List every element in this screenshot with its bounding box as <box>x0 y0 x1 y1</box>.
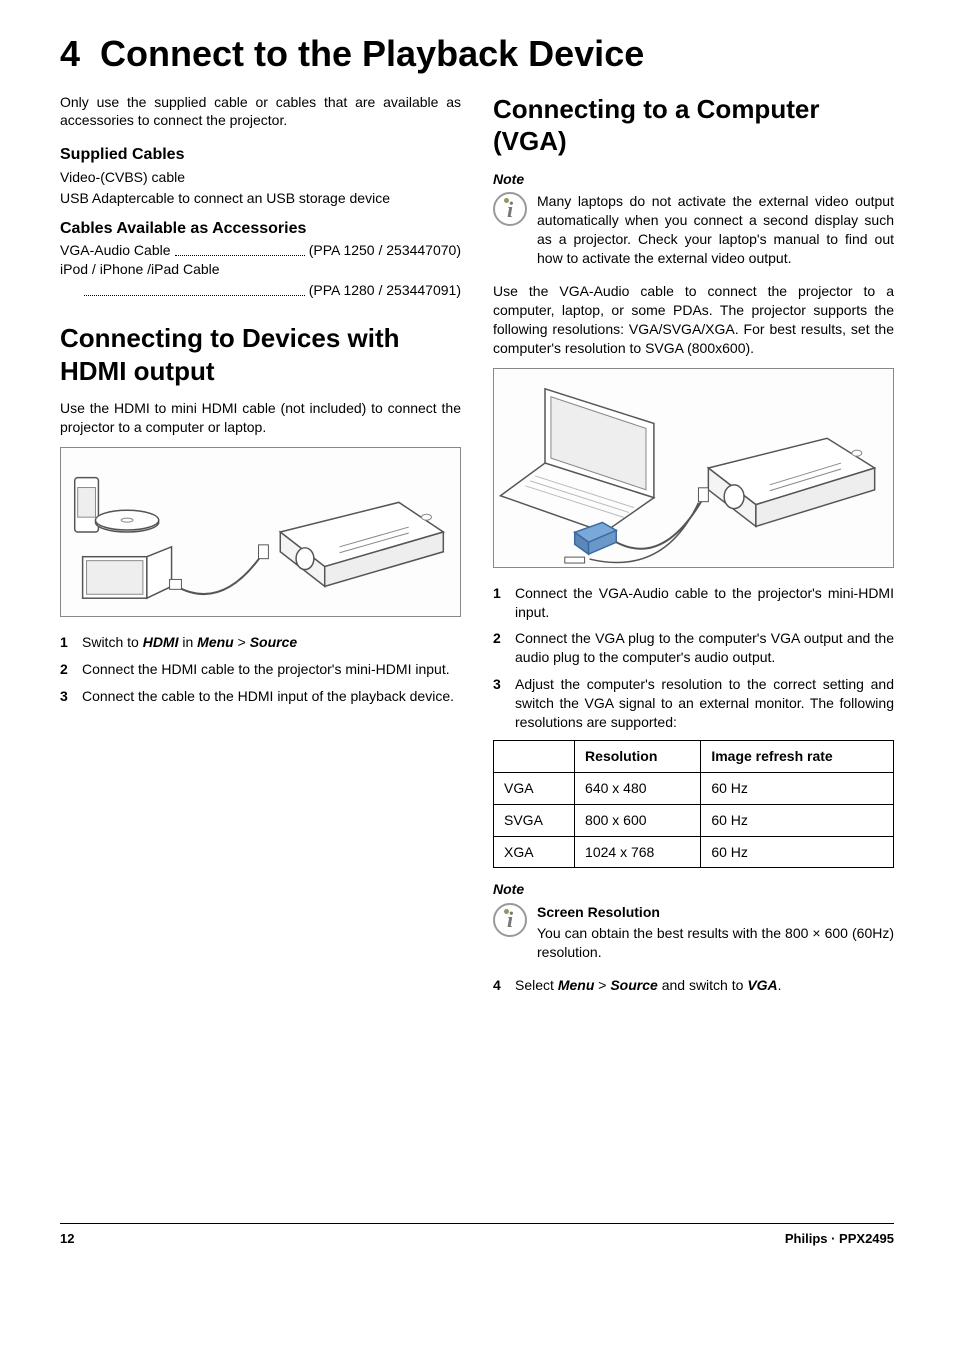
note-box-2: i Screen Resolution You can obtain the b… <box>493 903 894 962</box>
cell: 1024 x 768 <box>575 836 701 868</box>
supplied-line-1: Video-(CVBS) cable <box>60 168 461 187</box>
hdmi-connection-figure <box>60 447 461 617</box>
brand-text: Philips · PPX2495 <box>785 1231 894 1246</box>
accessory-2-name: iPod / iPhone /iPad Cable <box>60 260 461 279</box>
step-body: Connect the VGA plug to the computer's V… <box>515 629 894 667</box>
col-resolution: Resolution <box>575 740 701 772</box>
indent-spacer <box>60 281 80 300</box>
cell: 800 x 600 <box>575 804 701 836</box>
supplied-line-2: USB Adaptercable to connect an USB stora… <box>60 189 461 208</box>
col-blank <box>494 740 575 772</box>
cell: 60 Hz <box>701 836 894 868</box>
step-bold: Menu <box>197 634 234 650</box>
cell: SVGA <box>494 804 575 836</box>
step-body: Select Menu > Source and switch to VGA. <box>515 976 894 995</box>
info-icon: i <box>493 903 527 937</box>
vga-step-2: 2 Connect the VGA plug to the computer's… <box>493 629 894 667</box>
dot-leader <box>175 241 305 256</box>
accessory-row-1: VGA-Audio Cable (PPA 1250 / 253447070) <box>60 241 461 260</box>
step-text: Select <box>515 977 558 993</box>
page-number: 12 <box>60 1230 74 1248</box>
step-number: 3 <box>493 675 515 732</box>
note-label-2: Note <box>493 880 894 899</box>
accessory-2-code: (PPA 1280 / 253447091) <box>309 281 461 300</box>
hdmi-step-1: 1 Switch to HDMI in Menu > Source <box>60 633 461 652</box>
note-box-1: i Many laptops do not activate the exter… <box>493 192 894 268</box>
hdmi-heading: Connecting to Devices with HDMI output <box>60 322 461 387</box>
vga-connection-figure <box>493 368 894 568</box>
step-body: Adjust the computer's resolution to the … <box>515 675 894 732</box>
table-row: SVGA 800 x 600 60 Hz <box>494 804 894 836</box>
col-refresh: Image refresh rate <box>701 740 894 772</box>
table-header-row: Resolution Image refresh rate <box>494 740 894 772</box>
hdmi-steps: 1 Switch to HDMI in Menu > Source 2 Conn… <box>60 633 461 706</box>
vga-heading: Connecting to a Computer (VGA) <box>493 93 894 158</box>
cell: XGA <box>494 836 575 868</box>
note-body: Screen Resolution You can obtain the bes… <box>537 903 894 962</box>
table-row: XGA 1024 x 768 60 Hz <box>494 836 894 868</box>
cell: 60 Hz <box>701 772 894 804</box>
step-text: in <box>178 634 197 650</box>
chapter-number: 4 <box>60 33 80 74</box>
accessories-heading: Cables Available as Accessories <box>60 218 461 240</box>
vga-step-4-list: 4 Select Menu > Source and switch to VGA… <box>493 976 894 995</box>
step-bold: Menu <box>558 977 595 993</box>
step-bold: Source <box>610 977 657 993</box>
accessory-1-code: (PPA 1250 / 253447070) <box>309 241 461 260</box>
step-number: 3 <box>60 687 82 706</box>
step-number: 2 <box>60 660 82 679</box>
footer-brand: Philips · PPX2495 <box>785 1230 894 1248</box>
accessory-row-2: (PPA 1280 / 253447091) <box>60 281 461 300</box>
left-column: Only use the supplied cable or cables th… <box>60 93 461 1003</box>
cell: 60 Hz <box>701 804 894 836</box>
supplied-cables-heading: Supplied Cables <box>60 144 461 166</box>
dot-leader <box>84 281 305 296</box>
hdmi-step-3: 3 Connect the cable to the HDMI input of… <box>60 687 461 706</box>
step-number: 1 <box>60 633 82 652</box>
right-column: Connecting to a Computer (VGA) Note i Ma… <box>493 93 894 1003</box>
vga-step-1: 1 Connect the VGA-Audio cable to the pro… <box>493 584 894 622</box>
intro-paragraph: Only use the supplied cable or cables th… <box>60 93 461 131</box>
step-body: Switch to HDMI in Menu > Source <box>82 633 461 652</box>
vga-step-4: 4 Select Menu > Source and switch to VGA… <box>493 976 894 995</box>
step-text: and switch to <box>658 977 748 993</box>
hdmi-paragraph: Use the HDMI to mini HDMI cable (not inc… <box>60 399 461 437</box>
step-body: Connect the VGA-Audio cable to the proje… <box>515 584 894 622</box>
table-row: VGA 640 x 480 60 Hz <box>494 772 894 804</box>
note-label: Note <box>493 170 894 189</box>
step-body: Connect the cable to the HDMI input of t… <box>82 687 461 706</box>
note-body: Many laptops do not activate the externa… <box>537 192 894 268</box>
resolution-table: Resolution Image refresh rate VGA 640 x … <box>493 740 894 869</box>
step-bold: HDMI <box>143 634 179 650</box>
info-icon: i <box>493 192 527 226</box>
step-number: 1 <box>493 584 515 622</box>
cell: 640 x 480 <box>575 772 701 804</box>
two-column-layout: Only use the supplied cable or cables th… <box>60 93 894 1003</box>
step-text: Switch to <box>82 634 143 650</box>
step-text: . <box>778 977 782 993</box>
step-number: 4 <box>493 976 515 995</box>
note-title: Screen Resolution <box>537 903 894 922</box>
vga-paragraph: Use the VGA-Audio cable to connect the p… <box>493 282 894 358</box>
chapter-title: 4 Connect to the Playback Device <box>60 30 894 79</box>
step-bold: VGA <box>747 977 777 993</box>
note-text: You can obtain the best results with the… <box>537 924 894 962</box>
step-body: Connect the HDMI cable to the projector'… <box>82 660 461 679</box>
cell: VGA <box>494 772 575 804</box>
chapter-heading: Connect to the Playback Device <box>100 33 644 74</box>
accessory-1-name: VGA-Audio Cable <box>60 241 171 260</box>
hdmi-step-2: 2 Connect the HDMI cable to the projecto… <box>60 660 461 679</box>
page-footer: 12 Philips · PPX2495 <box>60 1223 894 1248</box>
vga-step-3: 3 Adjust the computer's resolution to th… <box>493 675 894 732</box>
step-text: > <box>234 634 250 650</box>
step-bold: Source <box>250 634 297 650</box>
vga-steps: 1 Connect the VGA-Audio cable to the pro… <box>493 584 894 732</box>
step-number: 2 <box>493 629 515 667</box>
step-text: > <box>594 977 610 993</box>
